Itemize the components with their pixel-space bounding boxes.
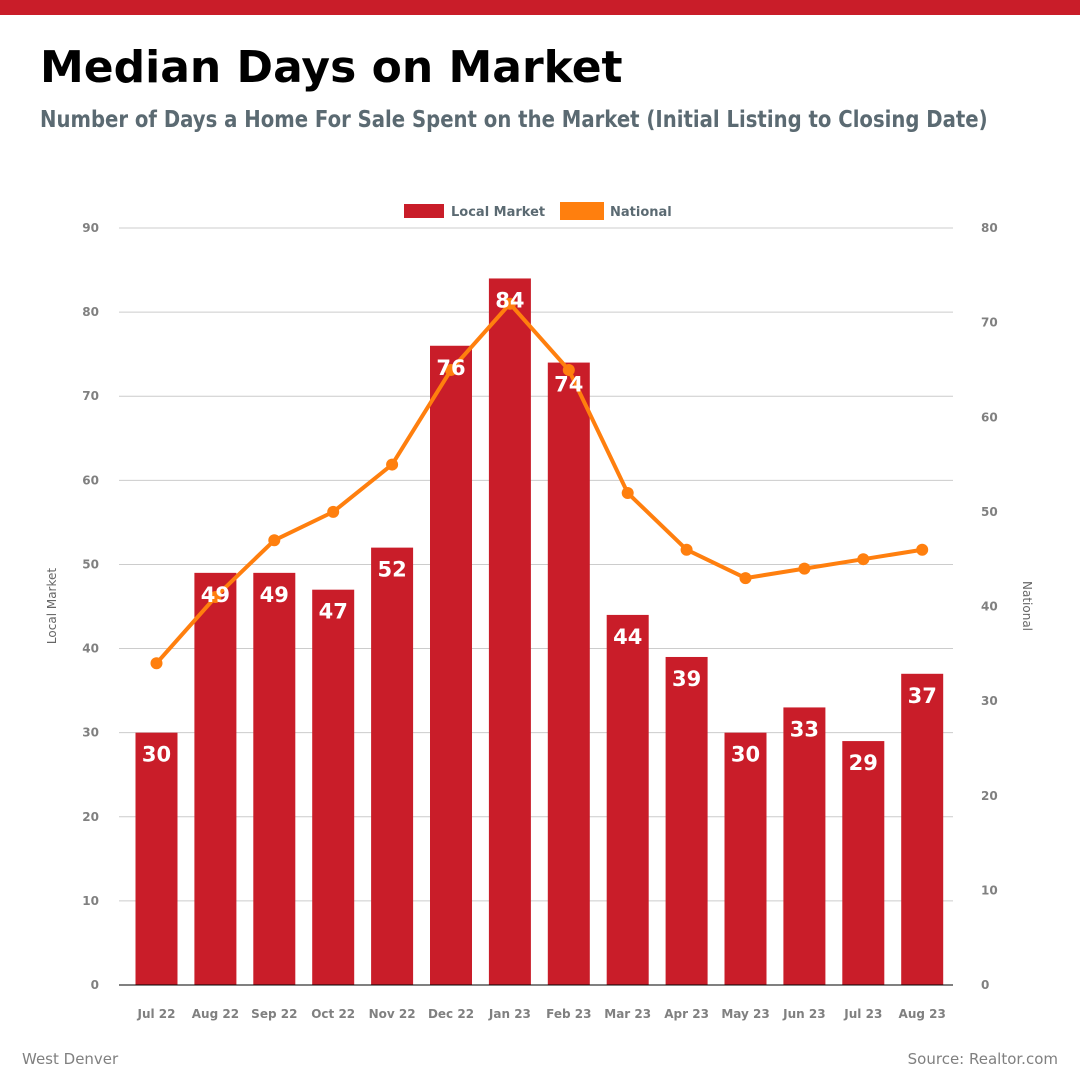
bar xyxy=(430,345,472,985)
bar xyxy=(724,732,767,985)
bar-data-label: 47 xyxy=(319,600,348,624)
national-point xyxy=(150,657,163,670)
y-tick-label-left: 0 xyxy=(91,978,99,992)
bar xyxy=(665,656,708,985)
y-tick-label-left: 50 xyxy=(82,557,99,571)
x-tick-label: Aug 22 xyxy=(192,1007,239,1021)
bar-data-label: 84 xyxy=(495,288,524,312)
y-tick-label-right: 10 xyxy=(981,883,998,897)
footer-location: West Denver xyxy=(22,1050,119,1068)
page-title: Median Days on Market xyxy=(40,42,623,93)
bar xyxy=(547,362,590,986)
bar xyxy=(312,589,355,985)
bar xyxy=(135,732,178,985)
y-tick-label-left: 90 xyxy=(82,221,99,235)
y-tick-label-right: 30 xyxy=(981,694,998,708)
national-point xyxy=(386,458,399,471)
bar-data-label: 52 xyxy=(377,558,406,582)
bar xyxy=(842,741,885,985)
y-axis-label-left: Local Market xyxy=(45,568,59,644)
y-tick-label-left: 60 xyxy=(82,473,99,487)
x-tick-label: Sep 22 xyxy=(251,1007,297,1021)
bar-data-label: 74 xyxy=(554,373,583,397)
y-tick-label-left: 30 xyxy=(82,726,99,740)
y-tick-label-right: 20 xyxy=(981,789,998,803)
national-point xyxy=(739,572,752,585)
bar-data-label: 49 xyxy=(201,583,230,607)
x-tick-label: Nov 22 xyxy=(369,1007,416,1021)
bar-data-label: 44 xyxy=(613,625,642,649)
bar xyxy=(253,572,296,985)
x-tick-label: Jan 23 xyxy=(488,1007,531,1021)
y-tick-label-left: 10 xyxy=(82,894,99,908)
national-point xyxy=(562,363,575,376)
legend-label-national: National xyxy=(610,205,672,220)
x-tick-label: Feb 23 xyxy=(546,1007,591,1021)
bar xyxy=(488,278,531,985)
y-tick-label-right: 70 xyxy=(981,316,998,330)
national-point xyxy=(503,297,516,310)
y-axis-label-right: National xyxy=(1020,581,1034,631)
bar-data-label: 29 xyxy=(849,751,878,775)
national-point xyxy=(680,543,693,556)
x-tick-label: Apr 23 xyxy=(664,1007,709,1021)
national-point xyxy=(327,505,340,518)
x-tick-label: Oct 22 xyxy=(311,1007,355,1021)
footer-source: Source: Realtor.com xyxy=(907,1050,1058,1068)
national-point xyxy=(916,543,929,556)
national-point xyxy=(445,363,457,376)
x-tick-label: Jul 23 xyxy=(843,1007,882,1021)
bar-data-label: 30 xyxy=(142,743,171,767)
bar xyxy=(901,673,944,985)
y-tick-label-left: 40 xyxy=(82,642,99,656)
bar-data-label: 49 xyxy=(260,583,289,607)
y-tick-label-right: 0 xyxy=(981,978,989,992)
y-tick-label-left: 80 xyxy=(82,305,99,319)
national-point xyxy=(798,562,811,575)
y-tick-label-right: 60 xyxy=(981,410,998,424)
national-point xyxy=(209,591,222,604)
top-accent-bar xyxy=(0,0,1080,15)
x-tick-label: Mar 23 xyxy=(604,1007,651,1021)
y-tick-label-left: 70 xyxy=(82,389,99,403)
bar xyxy=(371,547,414,985)
y-tick-label-right: 80 xyxy=(981,221,998,235)
y-tick-label-right: 40 xyxy=(981,600,998,614)
national-point xyxy=(268,534,281,547)
national-series-line xyxy=(155,301,923,665)
legend-swatch-local xyxy=(404,204,444,218)
x-tick-label: May 23 xyxy=(721,1007,769,1021)
bar-data-label: 76 xyxy=(436,356,465,380)
x-tick-label: Jun 23 xyxy=(782,1007,825,1021)
y-tick-label-left: 20 xyxy=(82,810,99,824)
x-tick-label: Dec 22 xyxy=(428,1007,474,1021)
bar-data-label: 39 xyxy=(672,667,701,691)
bar-data-label: 33 xyxy=(790,717,819,741)
bar xyxy=(783,707,826,985)
bar-data-label: 30 xyxy=(731,743,760,767)
y-tick-label-right: 50 xyxy=(981,505,998,519)
bar xyxy=(606,614,649,985)
bar xyxy=(194,572,237,985)
national-point xyxy=(857,553,870,566)
x-tick-label: Jul 22 xyxy=(137,1007,176,1021)
page-subtitle: Number of Days a Home For Sale Spent on … xyxy=(40,107,988,133)
legend-label-local: Local Market xyxy=(451,205,545,220)
bar-data-label: 37 xyxy=(908,684,937,708)
x-tick-label: Aug 23 xyxy=(899,1007,946,1021)
legend-swatch-national xyxy=(560,202,604,220)
national-point xyxy=(621,486,634,499)
